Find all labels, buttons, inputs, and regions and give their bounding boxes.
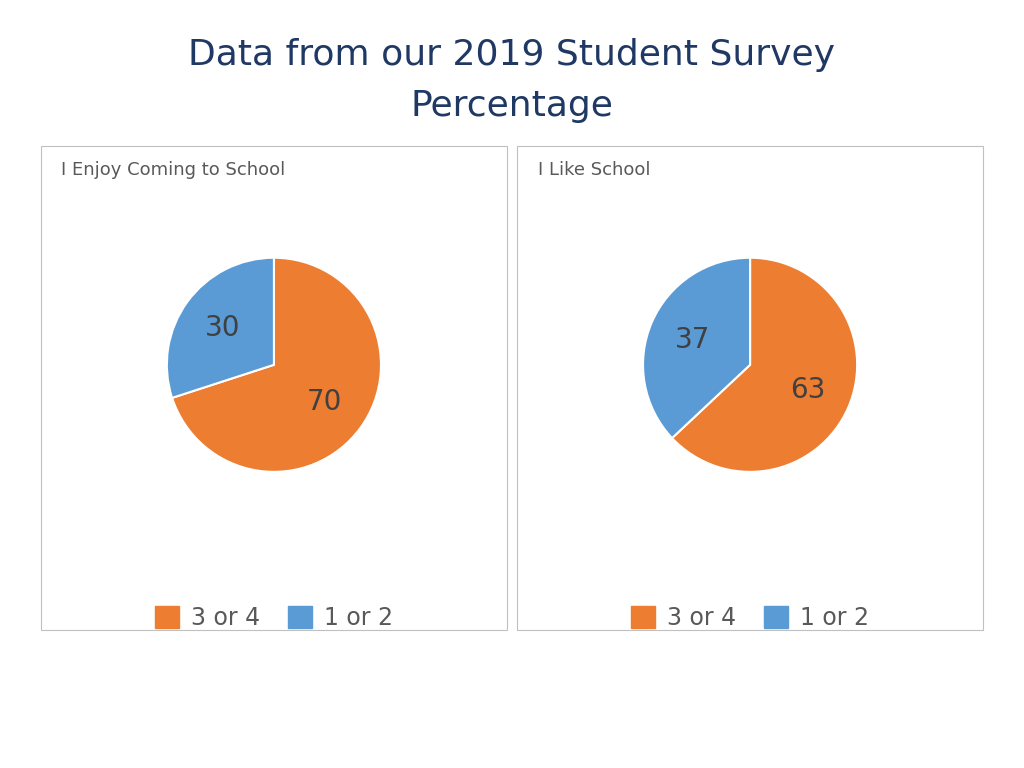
Legend: 3 or 4, 1 or 2: 3 or 4, 1 or 2 bbox=[632, 606, 868, 630]
Text: 70: 70 bbox=[307, 388, 343, 415]
Text: 37: 37 bbox=[675, 326, 710, 354]
Text: 63: 63 bbox=[791, 376, 825, 404]
Legend: 3 or 4, 1 or 2: 3 or 4, 1 or 2 bbox=[156, 606, 392, 630]
Wedge shape bbox=[643, 258, 751, 438]
Text: Data from our 2019 Student Survey
Percentage: Data from our 2019 Student Survey Percen… bbox=[188, 38, 836, 123]
Wedge shape bbox=[167, 258, 274, 398]
Text: I Enjoy Coming to School: I Enjoy Coming to School bbox=[61, 161, 286, 179]
Text: 30: 30 bbox=[205, 314, 241, 342]
Wedge shape bbox=[172, 258, 381, 472]
Text: I Like School: I Like School bbox=[538, 161, 650, 179]
Wedge shape bbox=[672, 258, 857, 472]
